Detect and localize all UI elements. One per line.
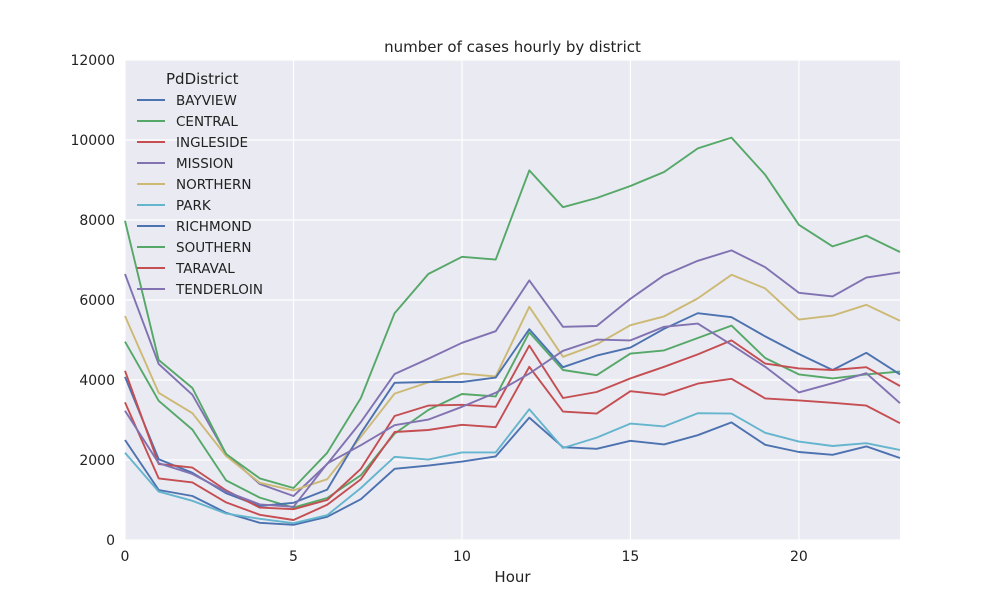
y-tick-label: 4000	[79, 373, 115, 389]
legend-label: NORTHERN	[176, 177, 252, 193]
legend-label: SOUTHERN	[176, 240, 251, 256]
x-tick-label: 15	[622, 549, 640, 565]
chart-title: number of cases hourly by district	[384, 38, 641, 56]
y-tick-label: 10000	[70, 133, 115, 149]
y-tick-label: 8000	[79, 213, 115, 229]
series-line-southern	[124, 136, 901, 489]
x-tick-label: 20	[790, 549, 808, 565]
series-line-tenderloin	[124, 322, 901, 508]
legend: PdDistrict BAYVIEW CENTRAL INGLESIDE MISSIO…	[137, 70, 263, 298]
series-line-park	[124, 408, 901, 525]
legend-label: CENTRAL	[176, 114, 238, 130]
x-axis-ticks: 0 5 10 15 20	[121, 549, 808, 565]
series-lines	[124, 136, 901, 526]
grid-lines	[124, 59, 900, 541]
x-tick-label: 0	[121, 549, 130, 565]
legend-title: PdDistrict	[166, 70, 239, 88]
x-tick-label: 10	[453, 549, 471, 565]
x-tick-label: 5	[289, 549, 298, 565]
legend-label: RICHMOND	[176, 219, 252, 235]
series-line-bayview	[124, 416, 901, 526]
legend-label: MISSION	[176, 156, 233, 172]
legend-label: TARAVAL	[175, 261, 235, 277]
y-tick-label: 2000	[79, 453, 115, 469]
y-tick-label: 0	[106, 533, 115, 549]
legend-label: TENDERLOIN	[175, 282, 263, 298]
series-line-central	[124, 324, 901, 509]
y-tick-label: 12000	[70, 53, 115, 69]
legend-label: BAYVIEW	[176, 93, 237, 109]
series-line-northern	[124, 273, 901, 492]
x-axis-label: Hour	[494, 568, 531, 586]
series-line-ingleside	[124, 365, 901, 521]
legend-label: INGLESIDE	[176, 135, 248, 151]
legend-label: PARK	[176, 198, 212, 214]
series-line-taraval	[124, 339, 901, 511]
y-axis-ticks: 0 2000 4000 6000 8000 10000 12000	[70, 53, 115, 549]
y-tick-label: 6000	[79, 293, 115, 309]
